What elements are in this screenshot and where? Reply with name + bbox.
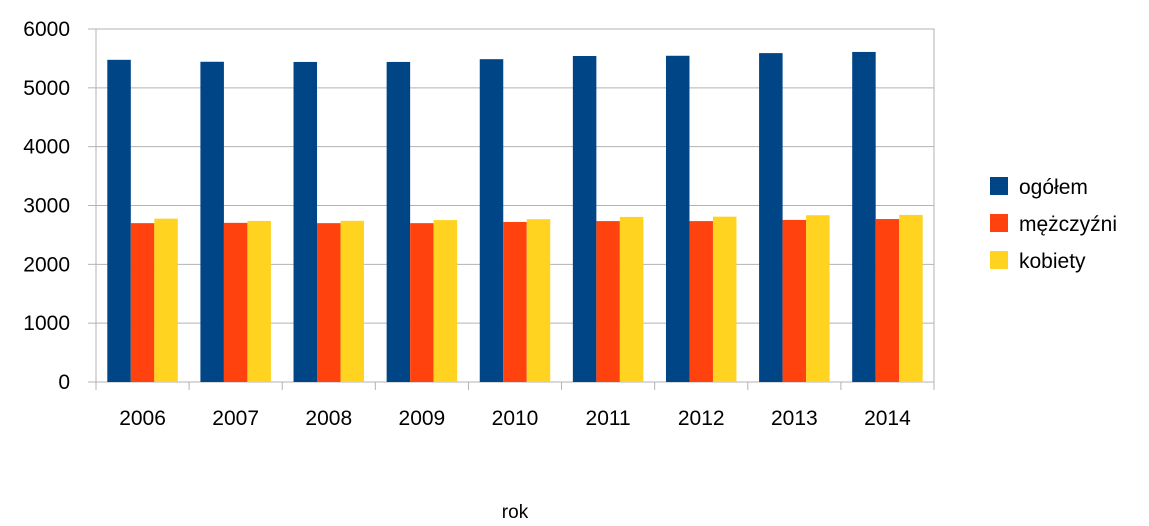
axes	[88, 28, 935, 390]
bar	[107, 59, 131, 382]
bar	[317, 223, 341, 382]
bar	[852, 51, 876, 382]
bar	[410, 223, 434, 382]
bar	[130, 223, 155, 382]
bar	[619, 216, 644, 382]
x-axis-tick-labels: 2006 2007 2008 2009 2010 2011 2012 2013 2014	[119, 407, 911, 430]
bar	[433, 220, 458, 382]
legend: ogółem mężczyźni kobiety	[990, 176, 1117, 273]
y-axis-tick-labels: 0 1000 2000 3000 4000 5000 6000	[23, 18, 70, 394]
bars	[107, 51, 923, 383]
bar	[503, 221, 527, 382]
y-tick-label: 2000	[23, 253, 70, 276]
legend-label: ogółem	[1019, 176, 1088, 199]
bar	[479, 59, 504, 383]
bar	[782, 219, 807, 382]
bar	[806, 215, 830, 382]
x-tick-label: 2007	[212, 407, 259, 430]
y-tick-label: 1000	[23, 312, 70, 335]
x-tick-label: 2006	[119, 407, 166, 430]
bar	[154, 218, 178, 382]
legend-label: mężczyźni	[1019, 213, 1117, 236]
y-tick-label: 4000	[23, 136, 70, 159]
y-tick-label: 6000	[23, 18, 70, 41]
x-tick-label: 2009	[399, 407, 446, 430]
x-tick-label: 2014	[864, 407, 911, 430]
bar	[223, 222, 248, 382]
legend-swatch	[990, 214, 1008, 232]
bar	[665, 55, 690, 382]
bar	[247, 220, 271, 382]
bar	[875, 219, 900, 382]
bar	[572, 56, 597, 382]
y-tick-label: 3000	[23, 195, 70, 218]
bar	[899, 214, 923, 382]
bar	[759, 53, 783, 382]
x-tick-label: 2013	[771, 407, 818, 430]
bar	[526, 219, 551, 382]
y-tick-label: 0	[58, 371, 70, 394]
legend-swatch	[990, 251, 1008, 269]
y-tick-label: 5000	[23, 77, 70, 100]
x-tick-label: 2011	[586, 407, 631, 430]
x-tick-label: 2010	[492, 407, 539, 430]
bar	[596, 221, 620, 382]
bar	[293, 61, 318, 383]
x-tick-label: 2008	[305, 407, 352, 430]
legend-label: kobiety	[1019, 250, 1086, 273]
bar	[386, 61, 411, 383]
bar	[689, 221, 713, 382]
x-tick-label: 2012	[678, 407, 725, 430]
legend-swatch	[990, 177, 1008, 195]
x-axis-title: rok	[502, 502, 529, 521]
bar	[340, 220, 365, 382]
bar	[200, 61, 224, 382]
bar	[712, 216, 737, 382]
